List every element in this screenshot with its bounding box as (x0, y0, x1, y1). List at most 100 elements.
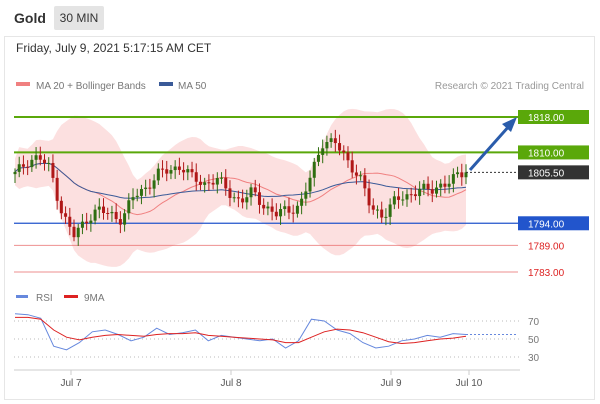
candle-body (177, 166, 181, 170)
candle-body (460, 172, 464, 178)
moving-averages (14, 162, 467, 216)
candle-body (413, 194, 417, 197)
candle-body (279, 209, 283, 217)
candle-body (131, 197, 135, 201)
current-price-badge (518, 165, 589, 180)
candle-body (123, 213, 127, 225)
candle-body (135, 195, 139, 198)
candle-body (89, 220, 93, 224)
candle-body (85, 221, 89, 224)
candle-body (127, 200, 131, 214)
ma9-legend-swatch (64, 295, 78, 298)
candle-body (342, 150, 346, 153)
candle-body (43, 159, 47, 164)
level-lines (14, 116, 518, 273)
candle-body (418, 188, 422, 197)
candle-body (295, 205, 299, 214)
candle-body (392, 196, 396, 205)
candle-body (80, 221, 84, 228)
candle-body (26, 166, 30, 168)
instrument-title: Gold (14, 10, 46, 26)
candle-body (236, 197, 240, 199)
candle-body (439, 183, 443, 188)
candle-body (173, 166, 177, 171)
level-badge (518, 216, 589, 231)
rsi-level-label: 30 (528, 353, 540, 364)
candle-body (253, 187, 257, 193)
candle-body (144, 187, 148, 190)
candle-body (194, 172, 198, 182)
level-label: 1783.00 (528, 268, 565, 279)
x-tick-label: Jul 8 (220, 378, 242, 389)
candle-body (456, 172, 460, 175)
candle-body (55, 177, 59, 201)
candle-body (346, 152, 350, 161)
level-badge (518, 110, 589, 124)
candle-body (249, 187, 253, 198)
candle-body (354, 172, 358, 176)
candle-body (232, 197, 236, 199)
candle-body (422, 183, 426, 189)
candle-body (426, 183, 430, 190)
header-bar: Gold 30 MIN (0, 0, 600, 36)
candle-body (451, 174, 455, 184)
candle-body (291, 212, 295, 214)
candle-body (38, 155, 42, 160)
candle-body (220, 177, 224, 179)
rsi-panel: 70 50 30 (14, 313, 540, 364)
candle-body (283, 206, 287, 210)
candle-body (228, 188, 232, 198)
x-axis-ticks: Jul 7 Jul 8 Jul 9 Jul 10 (60, 370, 483, 389)
level-badge-label: 1818.00 (528, 113, 565, 124)
rsi-ma-line (15, 316, 467, 345)
candlesticks (13, 129, 468, 246)
timeframe-button[interactable]: 30 MIN (54, 6, 104, 30)
candle-body (17, 164, 21, 172)
candle-body (207, 182, 211, 184)
candle-body (371, 205, 375, 210)
x-tick-label: Jul 7 (60, 378, 82, 389)
candle-body (211, 182, 215, 185)
candle-body (76, 227, 80, 238)
candle-body (93, 209, 97, 221)
bollinger-band-area (15, 108, 466, 267)
candle-body (257, 192, 261, 205)
candle-body (447, 183, 451, 187)
forecast-arrow-line (468, 124, 512, 171)
chart-timestamp: Friday, July 9, 2021 5:17:15 AM CET (16, 41, 212, 55)
candle-body (350, 160, 354, 173)
candle-body (312, 161, 316, 178)
candle-body (114, 211, 118, 220)
candle-body (245, 197, 249, 203)
candle-body (316, 154, 320, 162)
candle-body (72, 226, 76, 238)
candle-body (329, 138, 333, 142)
x-tick-label: Jul 10 (456, 378, 483, 389)
ma50-line (14, 162, 467, 199)
candle-body (430, 189, 434, 194)
x-tick-label: Jul 9 (380, 378, 402, 389)
candle-body (325, 141, 329, 149)
candle-body (13, 171, 17, 175)
candle-body (34, 155, 38, 160)
candle-body (182, 169, 186, 173)
rsi-level-label: 70 (528, 317, 540, 328)
candle-body (68, 216, 72, 227)
credit-label: Research © 2021 Trading Central (435, 81, 584, 92)
legend-swatch-ma50 (159, 82, 173, 86)
candle-body (64, 213, 68, 217)
candle-body (203, 182, 207, 185)
legend-bollinger-label: MA 20 + Bollinger Bands (36, 81, 146, 92)
candle-body (156, 168, 160, 181)
candle-body (241, 198, 245, 203)
candle-body (110, 211, 114, 214)
candle-body (409, 194, 413, 196)
candle-body (401, 199, 405, 201)
candle-body (198, 181, 202, 185)
candle-body (287, 206, 291, 213)
candle-body (304, 191, 308, 199)
forecast-arrowhead (502, 117, 517, 132)
candle-body (161, 168, 165, 170)
candle-body (152, 180, 156, 189)
